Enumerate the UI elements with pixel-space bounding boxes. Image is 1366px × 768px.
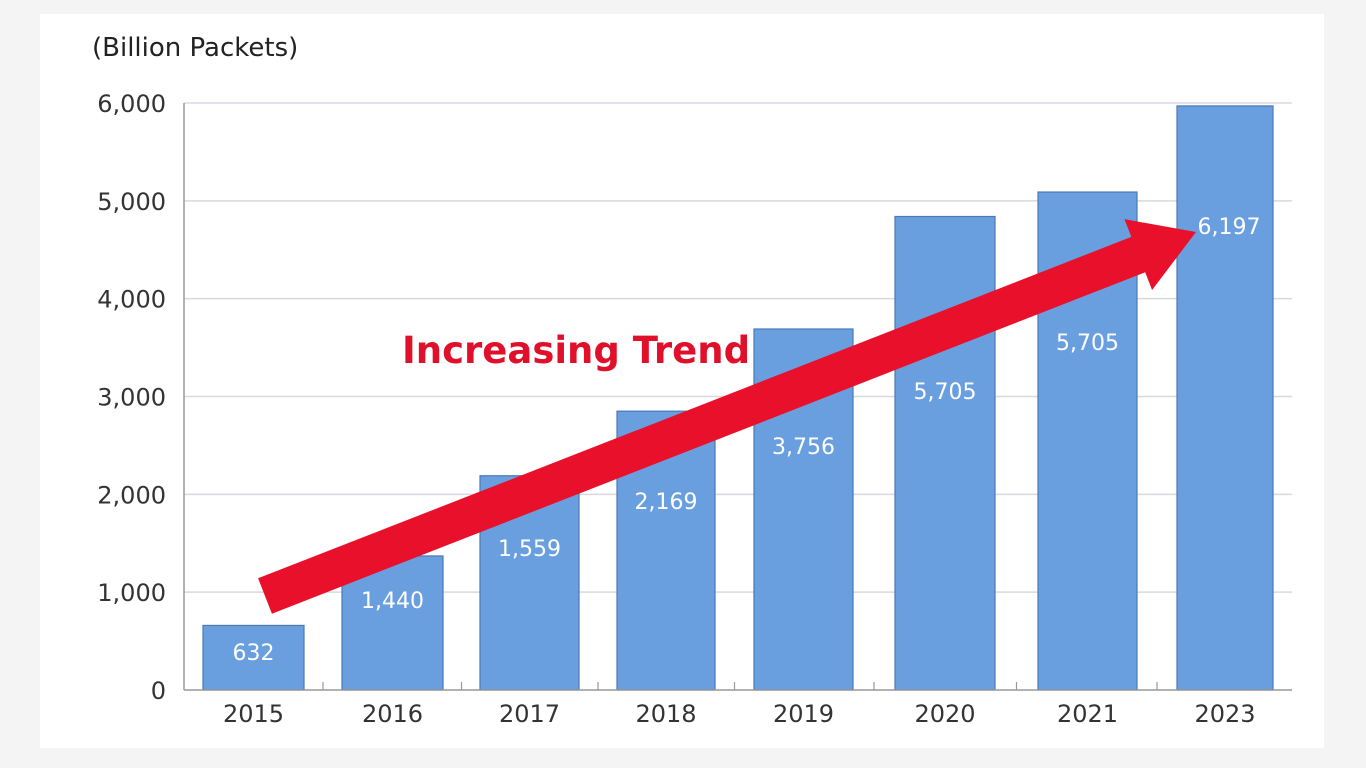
y-tick-label: 4,000 [97,286,166,314]
data-label-2017: 1,559 [498,537,561,562]
y-tick-label: 6,000 [97,90,166,118]
trend-arrow-shape [258,219,1196,614]
data-label-2015: 632 [233,641,275,666]
data-label-2020: 5,705 [914,380,977,405]
bar-2015 [202,624,305,691]
trend-annotation: Increasing Trend [402,329,750,372]
x-tick-label-2021: 2021 [1057,700,1118,728]
y-tick-label: 0 [151,677,166,705]
x-tick-label-2015: 2015 [223,700,284,728]
data-label-2016: 1,440 [361,589,424,614]
data-label-2023: 6,197 [1198,215,1261,240]
x-tick-label-2018: 2018 [635,700,696,728]
bar-2020 [894,215,996,691]
data-label-2019: 3,756 [772,435,835,460]
x-tick-label-2019: 2019 [773,700,834,728]
bar-2023 [1176,105,1274,691]
data-label-2018: 2,169 [635,490,698,515]
y-tick-label: 2,000 [97,481,166,509]
y-axis-unit-label: (Billion Packets) [92,33,298,63]
x-tick-label-2020: 2020 [914,700,975,728]
x-tick-label-2016: 2016 [362,700,423,728]
x-tick-label-2023: 2023 [1194,700,1255,728]
y-tick-label: 3,000 [97,384,166,412]
data-label-2021: 5,705 [1056,331,1119,356]
y-tick-label: 5,000 [97,188,166,216]
trend-arrow [258,219,1196,614]
x-tick-label-2017: 2017 [499,700,560,728]
y-tick-label: 1,000 [97,579,166,607]
